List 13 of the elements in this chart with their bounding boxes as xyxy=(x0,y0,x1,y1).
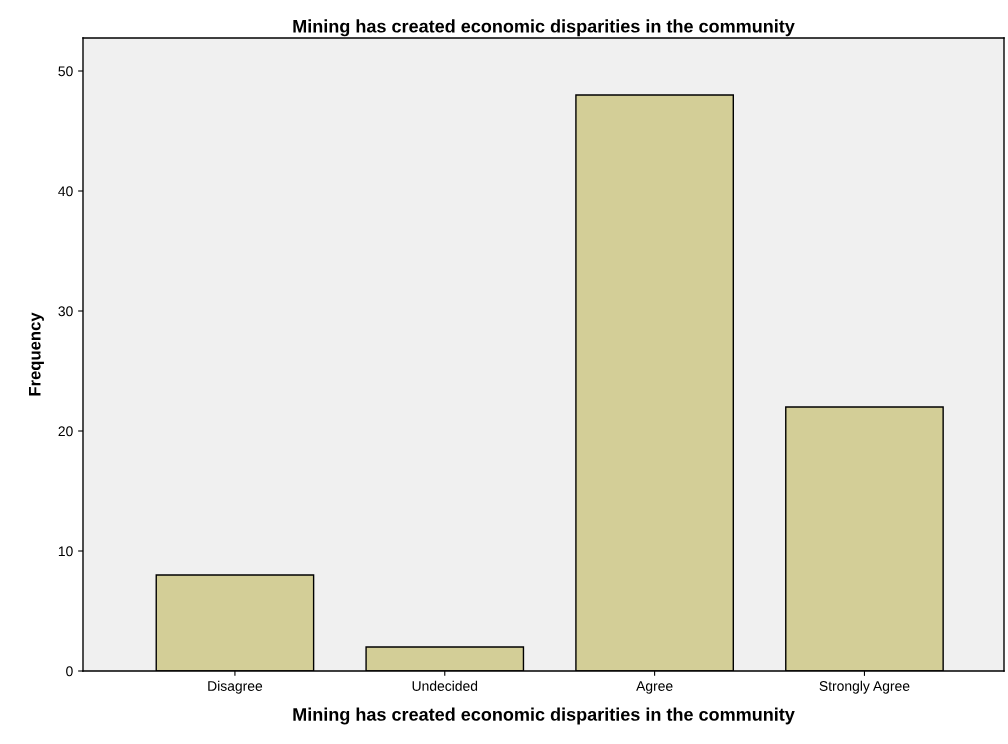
x-tick-label: Strongly Agree xyxy=(819,680,910,694)
y-tick-label: 10 xyxy=(58,546,73,557)
y-tick-label: 20 xyxy=(58,426,73,437)
y-tick-label: 40 xyxy=(58,186,73,197)
x-axis-title: Mining has created economic disparities in the community xyxy=(293,707,795,725)
chart-title: Mining has created economic disparities in the community xyxy=(293,19,795,37)
y-tick-label: 50 xyxy=(58,66,73,77)
x-tick-label: Agree xyxy=(636,681,673,694)
y-tick-label: 0 xyxy=(66,666,73,677)
x-tick-label: Undecided xyxy=(412,680,478,691)
x-tick-label: Disagree xyxy=(208,680,263,694)
y-axis-title: Frequency xyxy=(29,312,44,396)
y-tick-label: 30 xyxy=(58,306,73,317)
